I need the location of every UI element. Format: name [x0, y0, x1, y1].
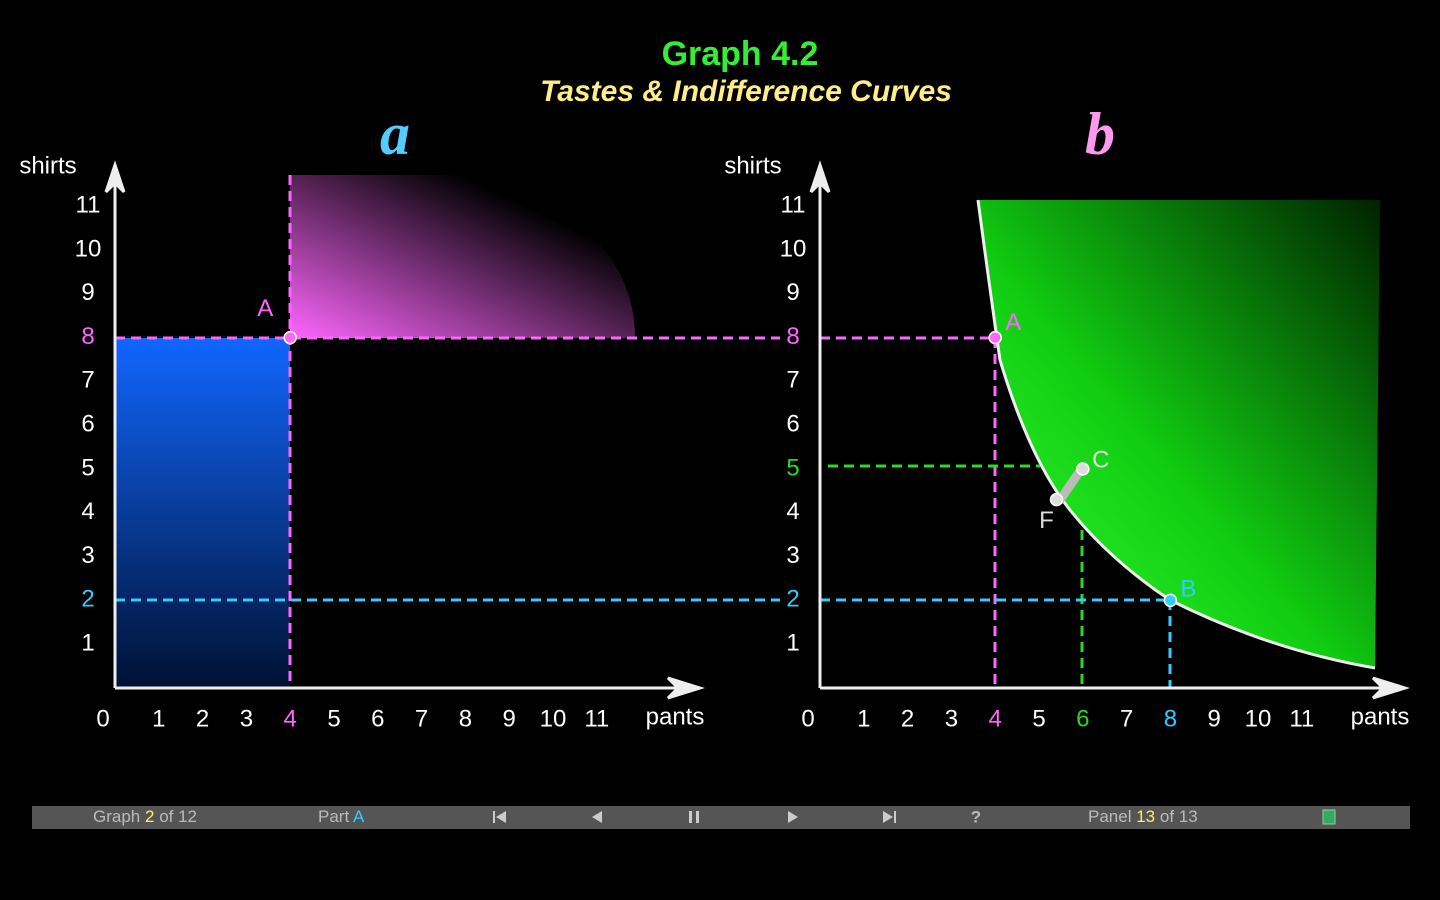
y-axis-label: shirts — [19, 152, 76, 179]
x-tick-label: 7 — [1120, 705, 1133, 732]
x-tick-label: 8 — [1164, 705, 1177, 732]
text: 2 — [145, 807, 154, 826]
part-indicator: Part A — [318, 807, 365, 826]
pause-button[interactable] — [689, 811, 699, 823]
y-tick-label: 8 — [786, 323, 799, 350]
x-tick-label: 2 — [901, 705, 914, 732]
y-tick-label: 1 — [81, 630, 94, 657]
panel-label: b — [1085, 101, 1115, 167]
next-button[interactable] — [788, 811, 798, 823]
x-axis-label: pants — [1351, 703, 1410, 730]
x-tick-label: 9 — [503, 705, 516, 732]
arrow — [666, 676, 706, 700]
y-axis-label: shirts — [724, 152, 781, 179]
text: 13 — [1136, 807, 1155, 826]
x-tick-label: 9 — [1208, 705, 1221, 732]
y-tick-label: 6 — [81, 411, 94, 438]
preferred-region — [290, 175, 635, 338]
budget-region — [115, 338, 290, 688]
graph-counter: Graph 2 of 12 — [93, 807, 197, 826]
x-tick-label: 8 — [459, 705, 472, 732]
x-tick-label: 10 — [1245, 705, 1272, 732]
axes — [104, 160, 1411, 700]
arrow — [104, 160, 126, 194]
title: Graph 4.2 — [662, 35, 819, 73]
arrow — [809, 160, 831, 194]
y-tick-label: 11 — [781, 192, 806, 219]
point-label: C — [1092, 446, 1109, 473]
last-button[interactable] — [883, 811, 896, 823]
x-tick-label: 1 — [857, 705, 870, 732]
x-tick-label: 3 — [240, 705, 253, 732]
x-tick-label: 11 — [1289, 705, 1314, 732]
x-tick-label: 11 — [584, 705, 609, 732]
y-tick-label: 8 — [81, 323, 94, 350]
text: A — [353, 807, 365, 826]
preferred-region — [978, 200, 1380, 668]
x-tick-label: 10 — [540, 705, 567, 732]
x-tick-label: 6 — [1076, 705, 1089, 732]
arrow — [1371, 676, 1411, 700]
y-tick-label: 9 — [81, 279, 94, 306]
x-tick-label: 3 — [945, 705, 958, 732]
guides-a — [115, 175, 780, 688]
indifference-curve — [976, 199, 1376, 670]
point — [1163, 593, 1178, 608]
help-button[interactable]: ? — [971, 807, 981, 826]
text: Panel — [1088, 807, 1131, 826]
point-label: B — [1180, 576, 1196, 603]
x-tick-label: 5 — [327, 705, 340, 732]
point — [988, 330, 1002, 345]
y-tick-label: 5 — [786, 454, 799, 481]
x-axis-label: pants — [646, 703, 705, 730]
x-tick-label: 6 — [371, 705, 384, 732]
x-tick-label: 0 — [801, 705, 814, 732]
panel-counter: Panel 13 of 13 — [1088, 807, 1198, 826]
x-tick-label: 1 — [152, 705, 165, 732]
text: of 12 — [159, 807, 197, 826]
y-tick-label: 4 — [786, 498, 799, 525]
text: of 13 — [1160, 807, 1198, 826]
y-tick-label: 7 — [81, 367, 94, 394]
x-tick-label: 2 — [196, 705, 209, 732]
x-tick-label: 5 — [1032, 705, 1045, 732]
y-tick-label: 2 — [786, 586, 799, 613]
y-tick-label: 3 — [81, 542, 94, 569]
point-label: F — [1039, 507, 1054, 534]
controls — [493, 811, 896, 823]
glossary-button[interactable] — [1322, 809, 1336, 825]
point — [1076, 462, 1090, 476]
y-tick-label: 3 — [786, 542, 799, 569]
y-tick-label: 4 — [81, 498, 94, 525]
y-tick-label: 6 — [786, 411, 799, 438]
point-label: A — [1005, 309, 1021, 336]
y-tick-label: 5 — [81, 454, 94, 481]
y-tick-label: 2 — [81, 586, 94, 613]
point — [1049, 492, 1064, 507]
first-button[interactable] — [493, 811, 506, 823]
y-tick-label: 10 — [780, 235, 807, 262]
nav-bar — [32, 806, 1410, 829]
x-tick-label: 7 — [415, 705, 428, 732]
y-tick-label: 9 — [786, 279, 799, 306]
point — [283, 330, 297, 345]
y-tick-label: 7 — [786, 367, 799, 394]
x-tick-label: 4 — [284, 705, 297, 732]
point-label: A — [257, 295, 273, 322]
y-tick-label: 11 — [76, 192, 101, 219]
x-tick-label: 4 — [989, 705, 1002, 732]
guides-b — [820, 336, 1172, 688]
prev-button[interactable] — [592, 811, 602, 823]
y-tick-label: 1 — [786, 630, 799, 657]
y-tick-label: 10 — [75, 235, 102, 262]
text: Part — [318, 807, 349, 826]
text: Graph — [93, 807, 140, 826]
x-tick-label: 0 — [96, 705, 109, 732]
panel-label: a — [380, 101, 410, 167]
subtitle: Tastes & Indifference Curves — [540, 75, 952, 108]
